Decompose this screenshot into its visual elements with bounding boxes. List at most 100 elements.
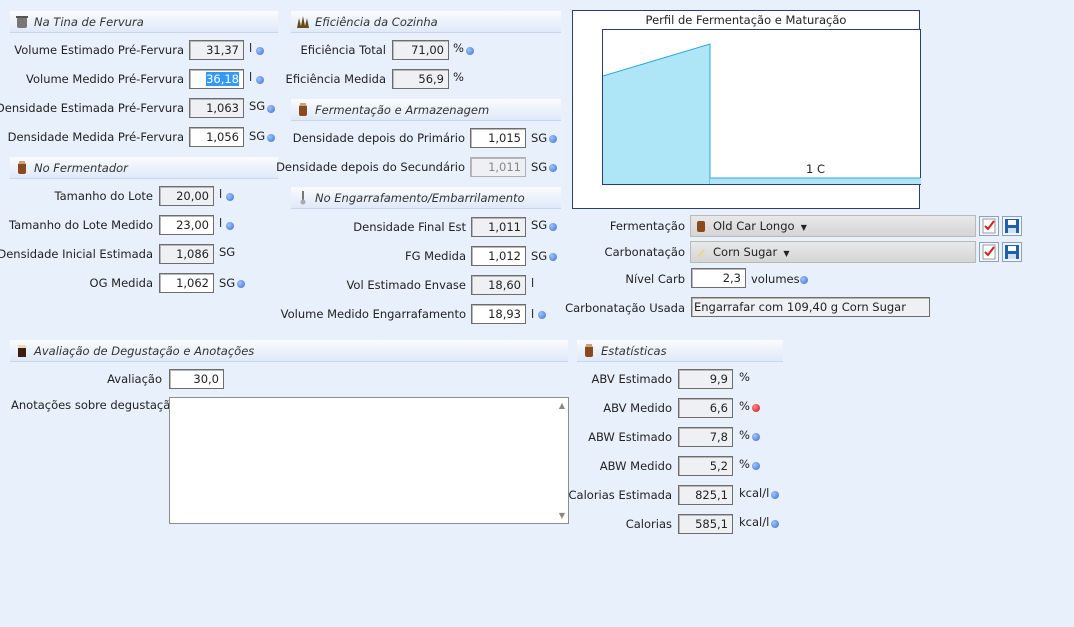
section-title: Fermentação e Armazenagem (315, 103, 490, 117)
info-dot-icon[interactable] (549, 253, 557, 261)
est-boil-gravity-label: Densidade Estimada Pré-Fervura (0, 101, 184, 115)
rating-input[interactable]: 30,0 (169, 369, 224, 389)
info-dot-icon[interactable] (466, 47, 474, 55)
maturation-temp-label: 1 C (806, 162, 826, 176)
fg-input[interactable]: 1,012 (471, 246, 526, 266)
info-dot-icon[interactable] (226, 222, 234, 230)
primary-gravity-input[interactable]: 1,015 (470, 128, 526, 148)
fermenter-icon (18, 161, 26, 174)
vol-meas-label: Volume Medido Engarrafamento (280, 307, 466, 321)
info-dot-icon[interactable] (771, 491, 779, 499)
info-dot-icon[interactable] (256, 76, 264, 84)
stat-label: ABV Estimado (591, 372, 672, 386)
unit-label: l (531, 307, 535, 321)
chevron-down-icon: ▼ (780, 249, 790, 258)
fermentation-profile-select[interactable]: Old Car Longo ▼ (690, 215, 976, 237)
fermentation-line (602, 43, 711, 184)
unit-label: l (249, 70, 253, 84)
info-dot-icon[interactable] (752, 462, 760, 470)
meas-boil-volume-input[interactable]: 36,18 (189, 69, 244, 89)
stat-value: 5,2 (678, 456, 733, 476)
secondary-gravity-input[interactable]: 1,011 (470, 157, 526, 177)
info-dot-icon[interactable] (549, 223, 557, 231)
vol-meas-input[interactable]: 18,93 (471, 304, 526, 324)
stat-label: ABW Medido (599, 459, 672, 473)
info-dot-icon[interactable] (549, 135, 557, 143)
notes-textarea[interactable]: ▲ ▼ (169, 397, 569, 524)
unit-label: % (739, 370, 750, 384)
unit-label: SG (249, 129, 266, 143)
unit-label: SG (531, 218, 548, 232)
info-dot-icon[interactable] (267, 134, 275, 142)
unit-label: kcal/l (739, 486, 770, 500)
meas-efficiency-label: Eficiência Medida (285, 72, 386, 86)
primary-gravity-label: Densidade depois do Primário (292, 131, 465, 145)
info-dot-icon[interactable] (752, 433, 760, 441)
fermenter-icon (585, 344, 593, 357)
info-dot-icon[interactable] (267, 105, 275, 113)
total-efficiency-label: Eficiência Total (300, 43, 386, 57)
fermentation-area (603, 44, 710, 184)
scroll-down-icon[interactable]: ▼ (558, 511, 565, 520)
section-title: Eficiência da Cozinha (315, 15, 438, 29)
stat-label: Calorias (625, 517, 672, 531)
carb-level-input[interactable]: 2,3 (691, 268, 746, 288)
kettle-icon (16, 16, 28, 28)
unit-label: % (739, 428, 750, 442)
fermentation-profile-chart: Perfil de Fermentação e Maturação 1 C (572, 10, 921, 209)
warning-dot-icon[interactable] (752, 404, 760, 412)
scroll-up-icon[interactable]: ▲ (558, 401, 565, 410)
unit-label: % (453, 41, 464, 55)
info-dot-icon[interactable] (538, 311, 546, 319)
og-label: OG Medida (89, 276, 153, 290)
info-dot-icon[interactable] (549, 164, 557, 172)
unit-label: SG (531, 131, 548, 145)
meas-boil-gravity-input[interactable]: 1,056 (189, 127, 244, 147)
fermenter-icon (697, 221, 705, 232)
total-efficiency-field: 71,00 (392, 40, 449, 60)
stat-label: ABW Estimado (588, 430, 672, 444)
save-fermentation-button[interactable] (1002, 216, 1022, 236)
meas-efficiency-field: 56,9 (392, 69, 449, 89)
stat-value: 825,1 (678, 485, 733, 505)
chevron-down-icon: ▼ (798, 223, 807, 232)
info-dot-icon[interactable] (800, 276, 808, 284)
info-dot-icon[interactable] (771, 520, 779, 528)
section-header-fermentation: Fermentação e Armazenagem (291, 99, 561, 121)
unit-label: l (531, 276, 535, 290)
fermentation-profile-label: Fermentação (609, 219, 685, 233)
section-header-bottling: No Engarrafamento/Embarrilamento (291, 187, 561, 209)
info-dot-icon[interactable] (237, 280, 245, 288)
stat-value: 6,6 (678, 398, 733, 418)
thermometer-icon (300, 191, 306, 205)
og-input[interactable]: 1,062 (159, 273, 214, 293)
unit-label: l (219, 187, 223, 201)
vol-est-field: 18,60 (471, 275, 526, 295)
save-icon (1005, 219, 1019, 233)
carb-used-label: Carbonatação Usada (565, 301, 685, 315)
info-dot-icon[interactable] (256, 47, 264, 55)
notes-label: Anotações sobre degustação (11, 398, 178, 412)
unit-label: SG (219, 245, 236, 259)
edit-carbonation-button[interactable] (979, 242, 999, 262)
unit-label: % (739, 457, 750, 471)
est-og-label: Densidade Inicial Estimada (0, 247, 153, 261)
section-header-boil: Na Tina de Fervura (10, 11, 278, 33)
checklist-icon (982, 244, 996, 260)
vol-est-label: Vol Estimado Envase (346, 278, 466, 292)
meas-batch-size-input[interactable]: 23,00 (159, 215, 214, 235)
unit-label: volumes (751, 272, 800, 286)
est-boil-volume-label: Volume Estimado Pré-Fervura (14, 43, 184, 57)
info-dot-icon[interactable] (226, 193, 234, 201)
unit-label: kcal/l (739, 515, 770, 529)
unit-label: SG (249, 99, 266, 113)
carbonation-select[interactable]: Corn Sugar ▼ (690, 241, 976, 263)
section-header-efficiency: Eficiência da Cozinha (291, 11, 561, 33)
est-boil-gravity-field: 1,063 (189, 98, 244, 118)
save-carbonation-button[interactable] (1002, 242, 1022, 262)
edit-fermentation-button[interactable] (979, 216, 999, 236)
section-header-stats: Estatísticas (577, 340, 783, 362)
fermenter-icon (299, 103, 307, 116)
est-boil-volume-field: 31,37 (189, 40, 244, 60)
fg-label: FG Medida (404, 249, 466, 263)
